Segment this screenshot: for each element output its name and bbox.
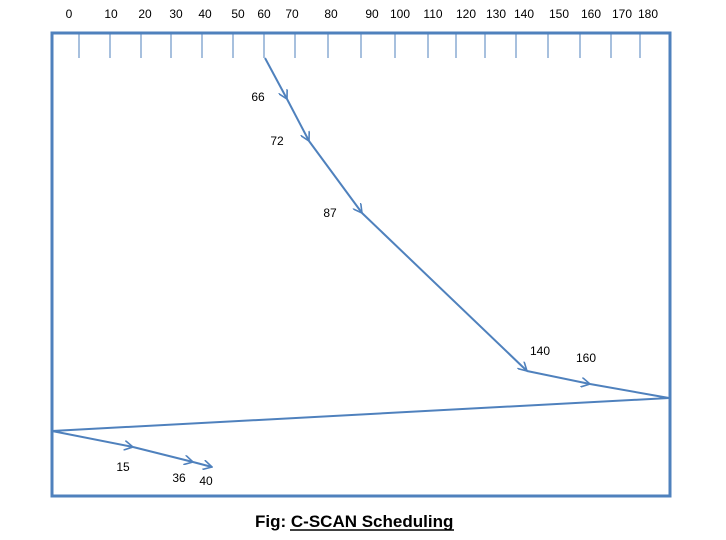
tick-label-10: 10: [104, 7, 118, 21]
caption-title: C-SCAN Scheduling: [291, 512, 453, 531]
tick-label-80: 80: [324, 7, 338, 21]
head-move-segment: [308, 140, 362, 213]
head-move-segment: [526, 370, 590, 384]
tick-label-20: 20: [138, 7, 152, 21]
request-label-87: 87: [323, 206, 337, 220]
track-axis: 0 10 20 30 40 50 60 70 80 90 100 110 120 130 140 150 160…: [66, 7, 658, 58]
request-label-36: 36: [172, 471, 186, 485]
tick-label-60: 60: [257, 7, 271, 21]
head-move-segment: [286, 98, 309, 141]
tick-label-100: 100: [390, 7, 410, 21]
tick-label-120: 120: [456, 7, 476, 21]
tick-label-150: 150: [549, 7, 569, 21]
request-label-40: 40: [199, 474, 213, 488]
tick-label-50: 50: [231, 7, 245, 21]
head-move-segment: [51, 430, 133, 447]
head-move-segment: [361, 212, 527, 371]
tick-label-90: 90: [365, 7, 379, 21]
request-label-160: 160: [576, 351, 596, 365]
request-label-140: 140: [530, 344, 550, 358]
head-move-segment: [132, 446, 193, 462]
tick-label-140: 140: [514, 7, 534, 21]
head-move-segment: [51, 397, 670, 432]
request-label-72: 72: [270, 134, 284, 148]
tick-label-180: 180: [638, 7, 658, 21]
tick-label-170: 170: [612, 7, 632, 21]
head-move-segment: [192, 462, 212, 467]
disk-frame: [50, 31, 672, 498]
tick-label-70: 70: [285, 7, 299, 21]
tick-label-160: 160: [581, 7, 601, 21]
tick-label-0: 0: [66, 7, 73, 21]
head-movement-path: [51, 57, 670, 467]
request-labels: 66 72 87 140 160 15 36 40: [116, 90, 596, 488]
head-move-segment: [589, 383, 670, 399]
tick-label-30: 30: [169, 7, 183, 21]
figure-caption: Fig: C-SCAN Scheduling: [255, 512, 453, 531]
head-move-segment: [264, 57, 287, 99]
tick-label-40: 40: [198, 7, 212, 21]
request-label-66: 66: [251, 90, 265, 104]
tick-label-130: 130: [486, 7, 506, 21]
request-label-15: 15: [116, 460, 130, 474]
tick-label-110: 110: [423, 7, 442, 21]
